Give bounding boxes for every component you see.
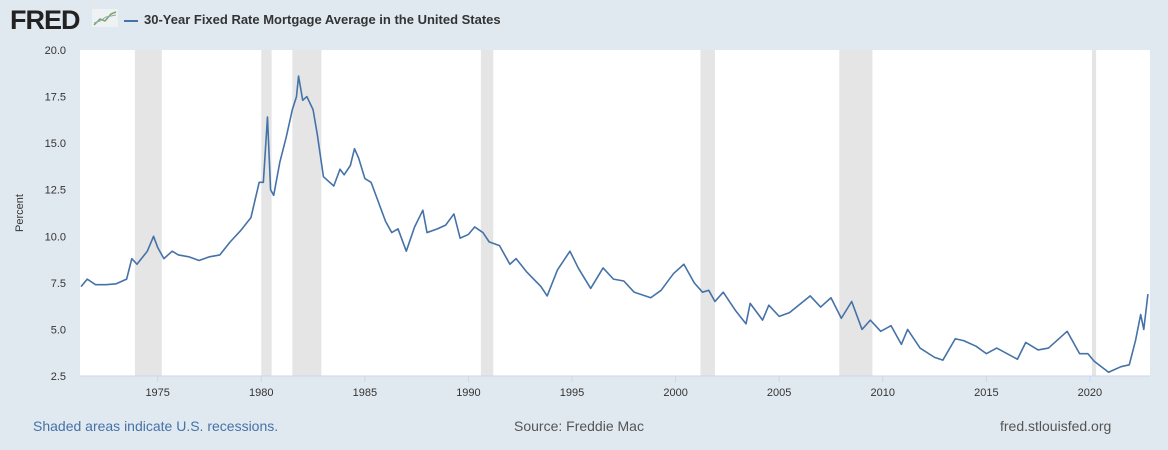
recession-note: Shaded areas indicate U.S. recessions. xyxy=(33,418,279,434)
x-tick-label: 2020 xyxy=(1078,387,1102,399)
y-tick-label: 17.5 xyxy=(45,92,66,104)
recession-band xyxy=(1091,50,1097,376)
y-tick-label: 12.5 xyxy=(45,185,66,197)
recession-band xyxy=(700,50,715,376)
recession-band xyxy=(134,50,162,376)
line-chart: 2.5 5.0 7.5 10.0 12.5 15.0 17.5 20.0 1975 1980 198… xyxy=(14,45,1150,399)
plot-area xyxy=(80,50,1150,376)
recession-band xyxy=(261,50,272,376)
site-link[interactable]: fred.stlouisfed.org xyxy=(1000,418,1112,434)
series-line xyxy=(80,75,1149,374)
y-tick-label: 10.0 xyxy=(45,231,66,243)
recession-band xyxy=(480,50,494,376)
source-text: Source: Freddie Mac xyxy=(514,418,644,434)
x-tick-label: 2000 xyxy=(663,387,687,399)
fred-logo[interactable]: FRED xyxy=(10,5,80,35)
y-tick-label: 7.5 xyxy=(51,278,66,290)
x-tick-label: 1990 xyxy=(456,387,480,399)
x-tick-label: 1980 xyxy=(249,387,273,399)
recession-band xyxy=(839,50,873,376)
legend-series-title: 30-Year Fixed Rate Mortgage Average in t… xyxy=(124,12,501,27)
x-tick-label: 2010 xyxy=(871,387,895,399)
y-tick-label: 5.0 xyxy=(51,324,66,336)
y-axis-label: Percent xyxy=(14,194,26,232)
y-tick-label: 15.0 xyxy=(45,138,66,150)
y-tick-label: 20.0 xyxy=(45,45,66,57)
x-tick-label: 2005 xyxy=(767,387,791,399)
fred-graph-icon xyxy=(92,9,118,27)
x-tick-label: 1985 xyxy=(353,387,377,399)
x-tick-label: 2015 xyxy=(974,387,998,399)
x-tick-label: 1975 xyxy=(145,387,169,399)
recession-band xyxy=(292,50,322,376)
y-tick-label: 2.5 xyxy=(51,371,66,383)
x-tick-label: 1995 xyxy=(560,387,584,399)
